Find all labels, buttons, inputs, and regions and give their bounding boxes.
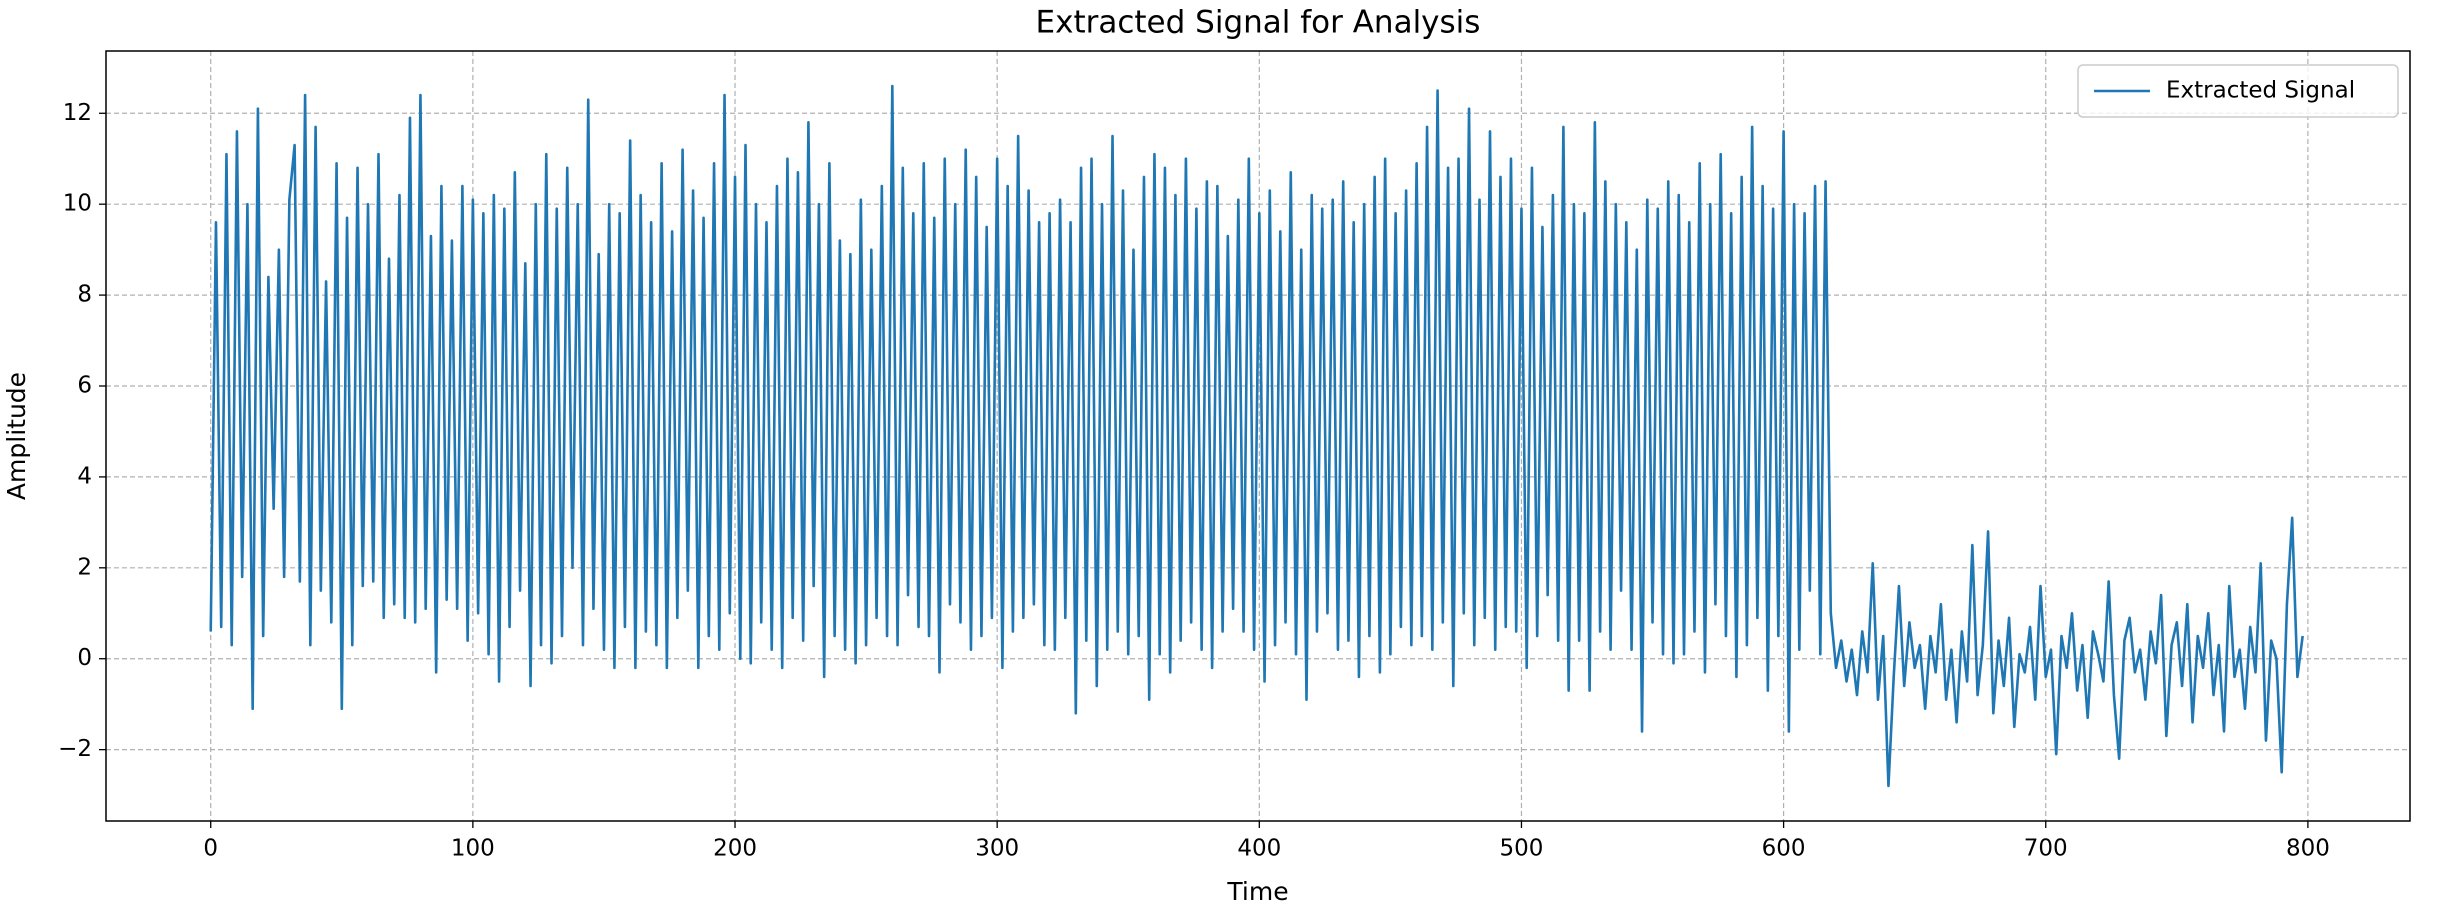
y-tick-label: 12 (63, 100, 92, 126)
y-tick-label: 6 (77, 373, 92, 399)
legend-label: Extracted Signal (2166, 78, 2355, 104)
y-tick-label: 10 (63, 191, 92, 217)
x-axis-label: Time (1226, 877, 1288, 906)
legend-box (2077, 64, 2399, 118)
y-tick-label: 0 (77, 645, 92, 671)
signal-line (209, 84, 2304, 788)
x-tick-label: 700 (2024, 836, 2068, 862)
x-tick-label: 600 (1762, 836, 1806, 862)
y-tick-label: 4 (77, 463, 92, 489)
y-tick-label: −2 (58, 736, 92, 762)
chart-title: Extracted Signal for Analysis (1036, 5, 1481, 41)
x-tick-label: 800 (2286, 836, 2330, 862)
y-tick-label: 2 (77, 554, 92, 580)
x-tick-label: 500 (1500, 836, 1544, 862)
x-tick-label: 200 (713, 836, 757, 862)
x-tick-label: 400 (1237, 836, 1281, 862)
x-tick-label: 100 (451, 836, 495, 862)
x-tick-label: 0 (203, 836, 218, 862)
y-tick-label: 8 (77, 282, 92, 308)
y-axis-label: Amplitude (2, 372, 31, 500)
plot-frame (105, 50, 2411, 822)
x-tick-label: 300 (975, 836, 1019, 862)
